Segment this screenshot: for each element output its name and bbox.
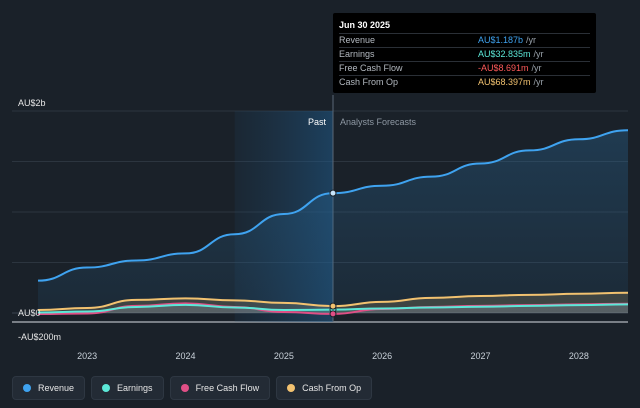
tooltip-row-unit: /yr (531, 63, 542, 73)
legend-item-cash-from-op[interactable]: Cash From Op (276, 376, 373, 400)
x-tick-label: 2024 (175, 351, 195, 361)
legend-item-revenue[interactable]: Revenue (12, 376, 86, 400)
tooltip-row-value: AU$68.397m (478, 77, 531, 87)
legend-dot-icon (287, 384, 296, 392)
x-tick-label: 2026 (372, 351, 392, 361)
legend-label: Revenue (38, 383, 75, 393)
revenue-area (38, 130, 628, 313)
series-areas (38, 130, 628, 315)
tooltip-panel: Jun 30 2025 Revenue AU$1.187b/yr Earnings A… (333, 13, 596, 93)
legend-item-earnings[interactable]: Earnings (91, 376, 164, 400)
tooltip-rows: Revenue AU$1.187b/yr Earnings AU$32.835m/yr… (339, 33, 590, 89)
legend-label: Free Cash Flow (195, 383, 260, 393)
tooltip-row-label: Free Cash Flow (339, 63, 403, 73)
tooltip-row: Cash From Op AU$68.397m/yr (339, 75, 590, 89)
tooltip-date: Jun 30 2025 (339, 20, 391, 30)
tooltip-row-label: Revenue (339, 35, 376, 45)
y-tick-label: AU$0 (18, 308, 41, 318)
revenue-highlight-point (329, 189, 337, 197)
legend-item-free-cash-flow[interactable]: Free Cash Flow (169, 376, 271, 400)
tooltip-row-unit: /yr (533, 49, 544, 59)
x-tick-label: 2028 (569, 351, 589, 361)
tooltip-row: Earnings AU$32.835m/yr (339, 47, 590, 61)
legend-dot-icon (23, 384, 31, 392)
past-label: Past (308, 117, 327, 127)
free-cash-flow-highlight-point (329, 310, 337, 318)
x-tick-label: 2025 (274, 351, 294, 361)
tooltip-row-unit: /yr (526, 35, 537, 45)
x-tick-label: 2027 (470, 351, 490, 361)
tooltip-row-value: AU$1.187b (478, 35, 524, 45)
tooltip-row-label: Cash From Op (339, 77, 399, 87)
tooltip-row: Revenue AU$1.187b/yr (339, 33, 590, 47)
chart-legend: Revenue Earnings Free Cash Flow Cash From O… (12, 376, 373, 400)
tooltip-row-unit: /yr (533, 77, 544, 87)
tooltip-row: Free Cash Flow -AU$8.691m/yr (339, 61, 590, 75)
tooltip-row-value: AU$32.835m (478, 49, 531, 59)
axis-labels: AU$2b AU$0 -AU$200m 2023 2024 2025 2026 2027 202… (18, 98, 589, 361)
tooltip-row-value: -AU$8.691m (478, 63, 529, 73)
legend-label: Earnings (117, 383, 153, 393)
cash-from-op-highlight-point (329, 302, 337, 310)
legend-label: Cash From Op (302, 383, 362, 393)
x-tick-label: 2023 (77, 351, 97, 361)
legend-dot-icon (180, 384, 189, 392)
tooltip-row-label: Earnings (339, 49, 375, 59)
y-tick-label: AU$2b (18, 98, 46, 108)
revenue-line (37, 129, 629, 282)
highlight-markers (329, 189, 337, 318)
legend-dot-icon (102, 384, 111, 392)
forecast-label: Analysts Forecasts (340, 117, 417, 127)
y-tick-label: -AU$200m (18, 332, 61, 342)
financial-chart: AU$2b AU$0 -AU$200m 2023 2024 2025 2026 2027 202… (12, 95, 629, 361)
